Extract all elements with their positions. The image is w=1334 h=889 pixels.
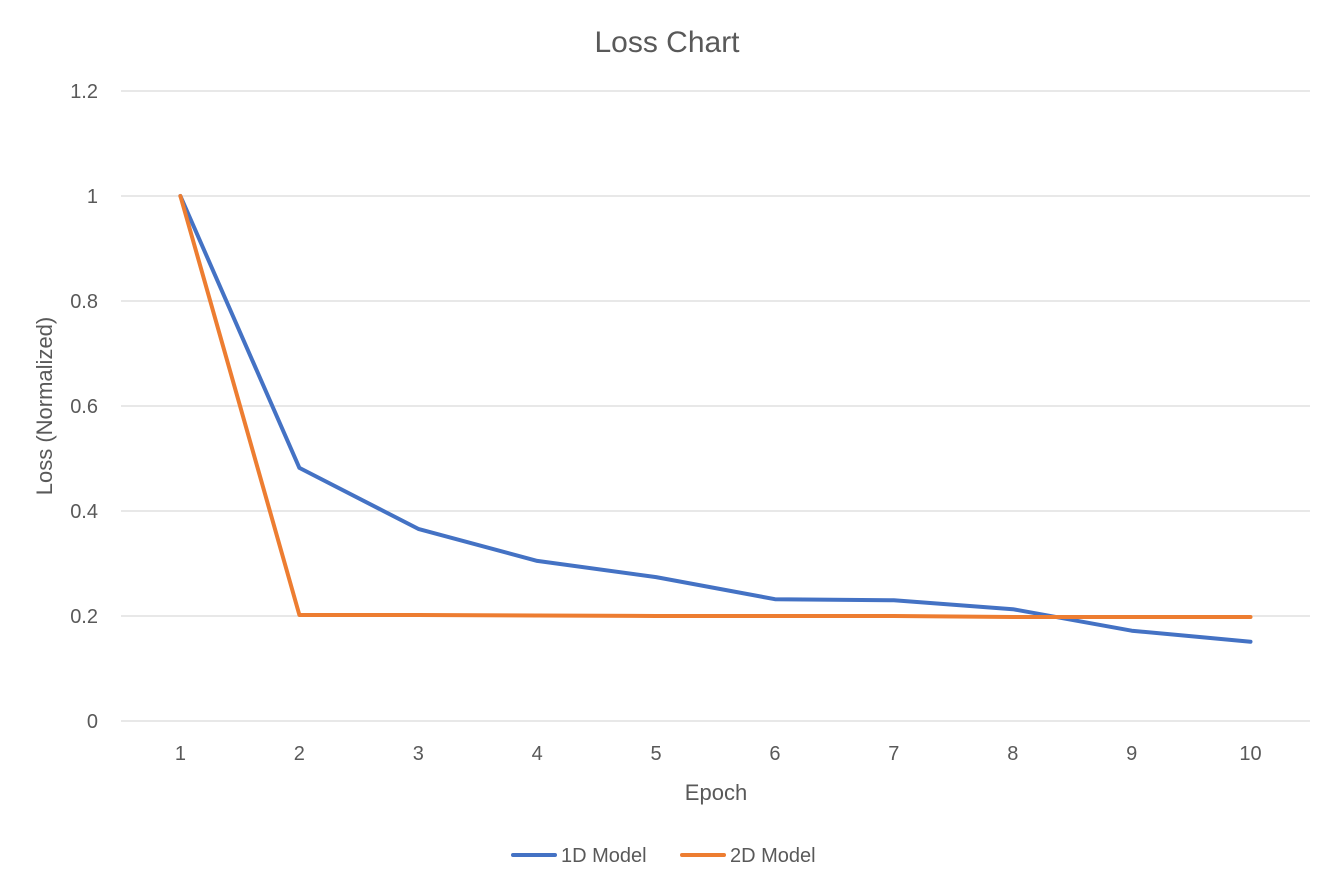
y-tick-label: 0: [87, 711, 98, 733]
legend-label: 1D Model: [561, 845, 647, 867]
x-tick-label: 10: [1239, 743, 1261, 765]
x-tick-label: 4: [532, 743, 543, 765]
series-line-1: [178, 194, 1253, 644]
gridlines: [121, 90, 1310, 722]
x-tick-label: 3: [413, 743, 424, 765]
legend: 1D Model 2D Model: [511, 845, 816, 867]
y-tick-label: 0.4: [70, 501, 98, 523]
x-tick-label: 1: [175, 743, 186, 765]
x-tick-label: 8: [1007, 743, 1018, 765]
y-tick-label: 0.2: [70, 606, 98, 628]
x-tick-label: 9: [1126, 743, 1137, 765]
x-axis-tick-labels: 1 2 3 4 5 6 7 8 9 10: [175, 743, 1262, 765]
series-lines: [178, 194, 1253, 644]
y-axis-title: Loss (Normalized): [32, 317, 57, 496]
x-axis-title: Epoch: [685, 780, 747, 805]
x-tick-label: 7: [888, 743, 899, 765]
y-tick-label: 0.8: [70, 291, 98, 313]
legend-label: 2D Model: [730, 845, 816, 867]
y-axis-tick-labels: 0 0.2 0.4 0.6 0.8 1 1.2: [70, 81, 98, 733]
chart-title: Loss Chart: [594, 26, 740, 59]
y-tick-label: 0.6: [70, 396, 98, 418]
y-tick-label: 1.2: [70, 81, 98, 103]
x-tick-label: 2: [294, 743, 305, 765]
series-line-2: [178, 194, 1253, 619]
x-tick-label: 6: [769, 743, 780, 765]
x-tick-label: 5: [650, 743, 661, 765]
y-tick-label: 1: [87, 186, 98, 208]
